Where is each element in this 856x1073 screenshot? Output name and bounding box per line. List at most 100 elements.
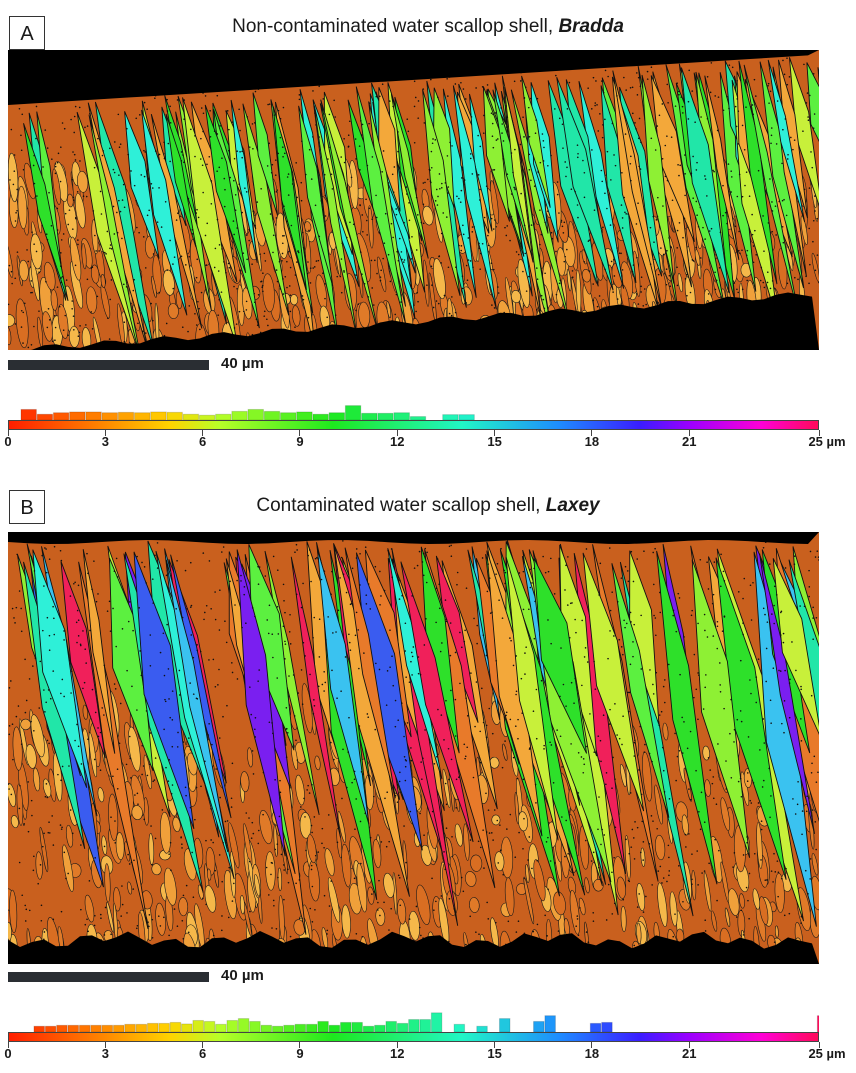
scale-tick-label: 12 — [390, 434, 405, 449]
histogram-bar — [169, 1021, 182, 1032]
histogram-bar — [351, 1021, 363, 1032]
histogram-bar — [340, 1021, 352, 1032]
histogram-bar — [419, 1019, 432, 1032]
histogram-bar — [328, 1024, 341, 1032]
histogram-bar — [226, 1019, 239, 1032]
scale-tick-label: 15 — [487, 1046, 502, 1061]
histogram-bar — [69, 411, 86, 420]
scale-bar-label: 40 µm — [221, 967, 264, 984]
scale-tick-label: 6 — [199, 434, 207, 449]
histogram-bar — [135, 1023, 148, 1032]
scale-tick — [202, 430, 204, 436]
scale-tick-label: 9 — [296, 1046, 304, 1061]
histogram-bar — [442, 414, 459, 420]
histogram-bar — [249, 1020, 261, 1032]
panel-a: A Non-contaminated water scallop shell, … — [0, 0, 856, 488]
histogram-bar — [198, 414, 216, 420]
grain-size-histogram — [33, 1012, 819, 1032]
histogram-bar — [393, 412, 410, 420]
scale-tick — [202, 1042, 204, 1048]
color-scale-bar — [8, 420, 819, 430]
histogram-bar — [544, 1015, 556, 1032]
scale-tick-label: 21 — [682, 434, 697, 449]
histogram-bar — [117, 411, 135, 420]
histogram-bar — [181, 1023, 193, 1032]
scale-tick — [591, 1042, 593, 1048]
scale-tick — [396, 430, 398, 436]
histogram-bar — [385, 1020, 397, 1032]
grain-size-histogram — [20, 405, 475, 420]
histogram-bar — [231, 410, 248, 420]
panel-letter: B — [9, 490, 45, 524]
ebsd-grain-map — [8, 50, 819, 350]
histogram-bar — [203, 1020, 216, 1032]
histogram-bar — [377, 412, 394, 420]
scale-tick-label: 21 — [682, 1046, 697, 1061]
histogram-bar — [498, 1018, 511, 1032]
histogram-bar — [816, 1015, 819, 1032]
histogram-bar — [533, 1020, 545, 1032]
histogram-bar — [476, 1025, 488, 1032]
color-scale-bar — [8, 1032, 819, 1042]
histogram-bar — [408, 1019, 420, 1032]
histogram-bar — [150, 411, 167, 420]
histogram-bar — [430, 1012, 443, 1032]
histogram-bar — [158, 1022, 170, 1032]
scale-tick — [688, 430, 690, 436]
scale-tick — [818, 430, 820, 436]
histogram-bar — [56, 1024, 68, 1032]
histogram-bar — [279, 412, 297, 420]
histogram-bar — [134, 412, 151, 420]
histogram-bar — [52, 412, 70, 420]
ebsd-grain-map — [8, 532, 819, 964]
histogram-bar — [182, 413, 200, 420]
histogram-bar — [101, 1024, 114, 1032]
scale-tick-label: 12 — [390, 1046, 405, 1061]
histogram-bar — [215, 413, 232, 420]
scale-tick — [7, 1042, 9, 1048]
scale-tick — [818, 1042, 820, 1048]
histogram-bar — [283, 1024, 295, 1032]
histogram-bar — [124, 1023, 136, 1032]
histogram-bar — [237, 1018, 250, 1032]
histogram-bar — [78, 1024, 91, 1032]
panel-title: Contaminated water scallop shell, Laxey — [256, 495, 600, 516]
scale-tick-label: 3 — [101, 1046, 109, 1061]
panel-title: Non-contaminated water scallop shell, Br… — [232, 16, 624, 37]
site-name: Bradda — [558, 16, 624, 37]
histogram-bar — [271, 1025, 284, 1032]
histogram-bar — [344, 405, 362, 420]
histogram-bar — [294, 1023, 307, 1032]
scale-tick — [104, 1042, 106, 1048]
panel-letter: A — [9, 16, 45, 50]
scale-tick-label: 9 — [296, 434, 304, 449]
scale-tick-label: 0 — [4, 434, 12, 449]
histogram-bar — [453, 1023, 466, 1032]
histogram-bar — [166, 411, 183, 420]
scale-tick — [7, 430, 9, 436]
histogram-bar — [260, 1024, 273, 1032]
scale-bar — [8, 972, 209, 982]
panel-b: B Contaminated water scallop shell, Laxe… — [0, 488, 856, 1073]
histogram-bar — [374, 1024, 386, 1032]
histogram-bar — [67, 1024, 80, 1032]
histogram-bar — [589, 1022, 602, 1032]
histogram-bar — [44, 1025, 57, 1032]
histogram-bar — [20, 408, 37, 420]
scale-tick-label: 0 — [4, 1046, 12, 1061]
scale-tick-label: 25 µm — [808, 1046, 846, 1061]
histogram-bar — [409, 416, 427, 420]
scale-tick — [299, 430, 301, 436]
scale-tick — [494, 1042, 496, 1048]
scale-tick-label: 25 µm — [808, 434, 846, 449]
histogram-bar — [328, 412, 346, 420]
histogram-bar — [361, 412, 378, 420]
histogram-bar — [85, 411, 102, 420]
histogram-bar — [192, 1019, 204, 1032]
histogram-bar — [33, 1025, 46, 1032]
scale-tick-label: 18 — [584, 434, 600, 449]
scale-bar-label: 40 µm — [221, 355, 264, 372]
histogram-bar — [215, 1023, 227, 1032]
scale-tick-label: 6 — [199, 1046, 207, 1061]
histogram-bar — [263, 410, 281, 420]
